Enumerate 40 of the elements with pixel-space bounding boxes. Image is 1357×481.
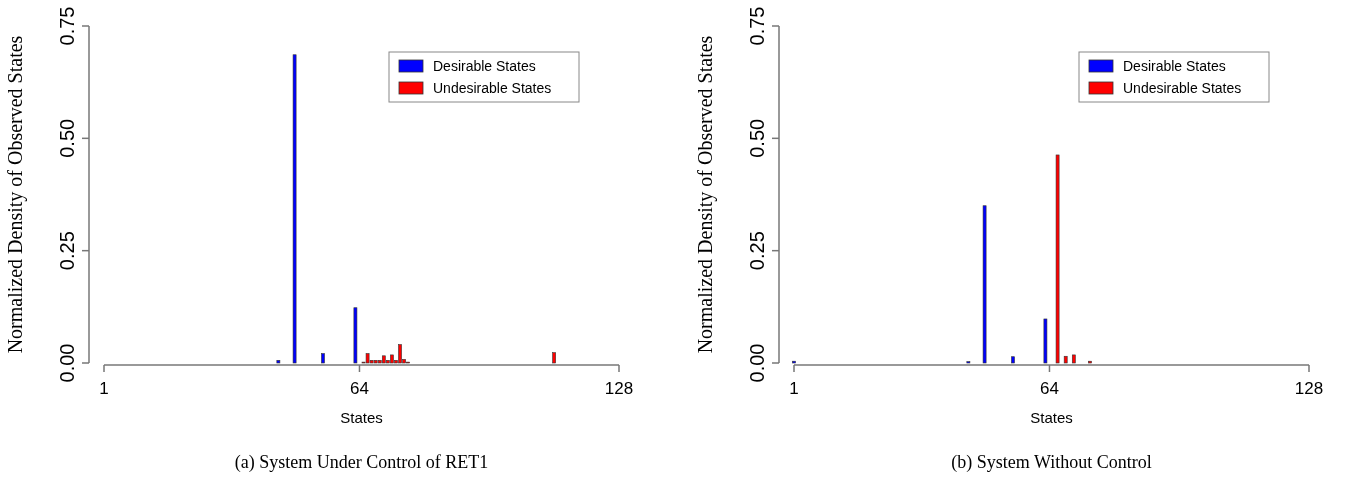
y-tick-label: 0.75 <box>56 6 78 46</box>
x-tick-label: 1 <box>789 379 799 398</box>
x-tick-label: 64 <box>1040 379 1059 398</box>
text: (b) System Without Control <box>951 452 1152 473</box>
y-tick-label: 0.50 <box>56 118 78 158</box>
y-tick-label: 0.25 <box>56 231 78 271</box>
bar <box>365 353 370 364</box>
bar <box>321 353 325 364</box>
bar <box>982 205 987 364</box>
x-tick-label: 128 <box>1294 379 1324 398</box>
bar <box>398 344 402 364</box>
y-tick-label: 0.00 <box>56 343 78 383</box>
bar <box>390 354 394 364</box>
bar <box>1011 356 1015 364</box>
y-axis-title: Normalized Density of Observed States <box>4 35 27 354</box>
legend-label: Undesirable States <box>433 80 552 96</box>
bar <box>552 352 556 364</box>
bar <box>353 307 358 364</box>
legend-label: Undesirable States <box>1123 80 1242 96</box>
bar <box>292 54 297 364</box>
x-axis-title: States <box>340 409 383 426</box>
bar <box>1071 354 1076 364</box>
legend-label: Desirable States <box>433 58 536 74</box>
x-tick-label: 64 <box>350 379 369 398</box>
y-tick-label: 0.75 <box>746 6 768 46</box>
x-axis-title: States <box>1030 409 1073 426</box>
bar <box>1055 154 1060 364</box>
y-tick-label: 0.25 <box>746 231 768 271</box>
bar <box>381 355 386 364</box>
bar <box>1063 355 1068 364</box>
y-axis-title: Normalized Density of Observed States <box>694 35 717 354</box>
bar <box>1043 318 1048 364</box>
y-tick-label: 0.50 <box>746 118 768 158</box>
x-tick-label: 1 <box>99 379 109 398</box>
y-tick-label: 0.00 <box>746 343 768 383</box>
text: (a) System Under Control of RET1 <box>234 452 489 473</box>
bar <box>276 360 281 364</box>
bar <box>373 360 378 364</box>
x-tick-label: 128 <box>604 379 634 398</box>
legend-label: Desirable States <box>1123 58 1226 74</box>
